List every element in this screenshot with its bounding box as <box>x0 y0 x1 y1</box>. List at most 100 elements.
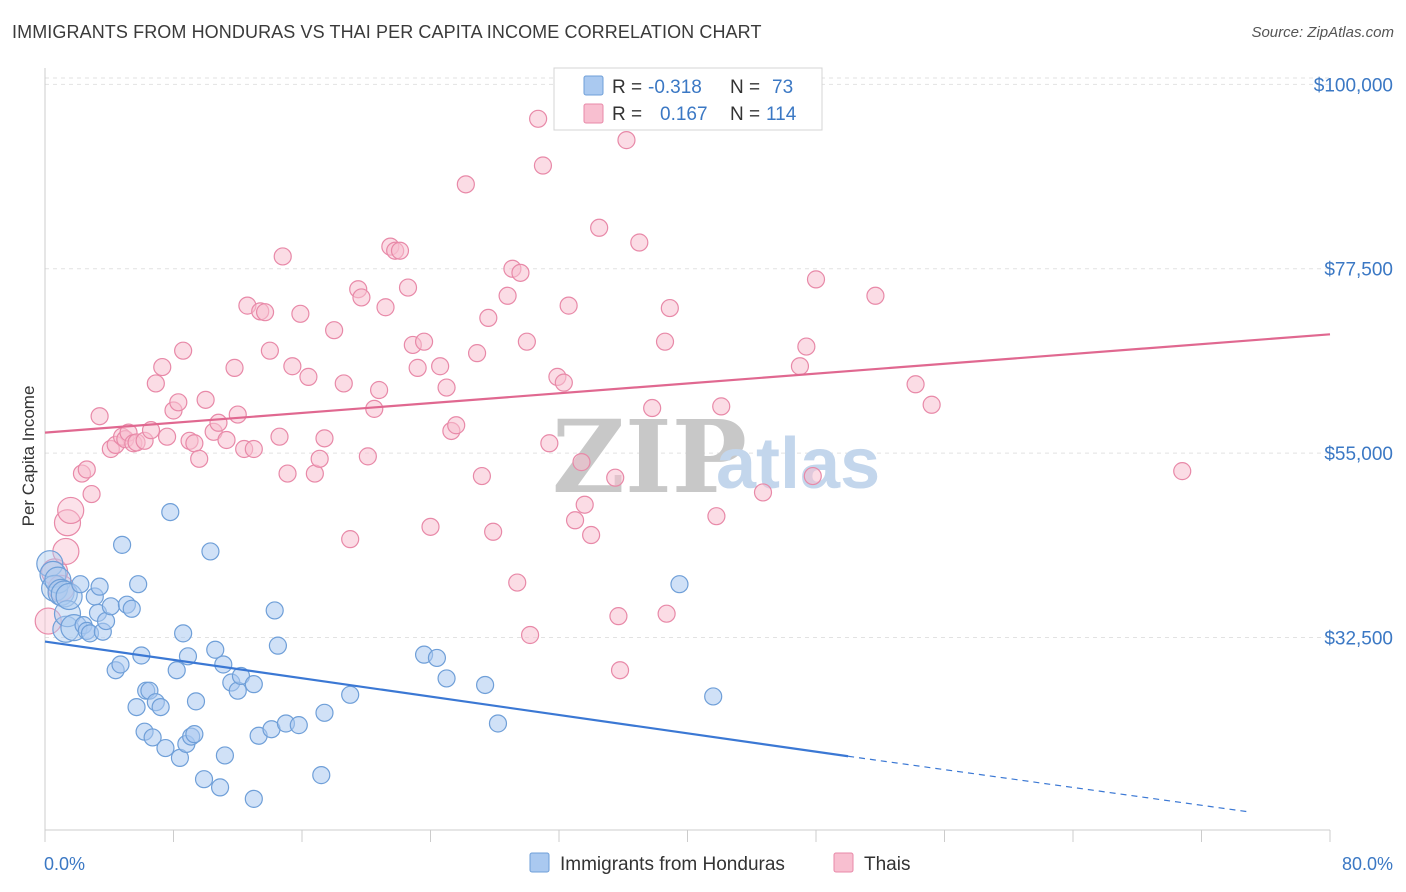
thais-point-93 <box>609 607 628 626</box>
thais-point-7 <box>77 460 96 479</box>
legend-r-value-thais: 0.167 <box>660 104 708 125</box>
thais-point-49 <box>325 321 344 340</box>
thais-point-26 <box>185 434 204 453</box>
series-legend: Immigrants from Honduras Thais <box>529 852 910 875</box>
thais-point-43 <box>283 357 302 376</box>
thais-point-50 <box>334 374 353 393</box>
thais-point-48 <box>315 429 334 448</box>
thais-point-65 <box>421 517 440 536</box>
legend-n-value-honduras: 73 <box>772 77 793 98</box>
thais-point-40 <box>270 427 289 446</box>
thais-point-108 <box>866 286 885 305</box>
x-tick-label-1: 80.0% <box>1342 854 1393 874</box>
legend-n-label-honduras: N = <box>730 77 760 98</box>
thais-point-102 <box>712 397 731 416</box>
thais-point-24 <box>174 341 193 360</box>
y-tick-label-3: $100,000 <box>1314 75 1393 96</box>
honduras-point-35 <box>161 502 180 522</box>
series-legend-swatch-honduras <box>529 852 550 873</box>
thais-point-92 <box>606 468 625 487</box>
thais-point-85 <box>554 373 573 392</box>
thais-point-74 <box>484 522 503 541</box>
thais-point-42 <box>278 464 297 483</box>
chart-title: IMMIGRANTS FROM HONDURAS VS THAI PER CAP… <box>12 22 762 42</box>
honduras-point-66 <box>437 669 456 688</box>
correlation-legend: R = -0.318 N = 73 R = 0.167 N = 114 <box>553 67 823 131</box>
honduras-point-22 <box>112 535 132 554</box>
thais-point-80 <box>520 625 540 645</box>
y-tick-label-0: $32,500 <box>1324 628 1393 649</box>
honduras-point-48 <box>214 655 233 674</box>
honduras-point-52 <box>231 666 251 686</box>
thais-point-20 <box>153 357 172 377</box>
honduras-point-42 <box>185 725 204 744</box>
thais-point-87 <box>565 511 585 530</box>
thais-point-31 <box>217 430 236 450</box>
y-axis-label: Per Capita Income <box>19 386 38 527</box>
thais-point-66 <box>431 357 450 376</box>
thais-point-75 <box>498 286 517 305</box>
thais-point-72 <box>472 466 491 486</box>
thais-point-23 <box>169 393 188 412</box>
honduras-point-47 <box>210 778 230 797</box>
honduras-point-69 <box>670 575 689 594</box>
thais-point-107 <box>806 270 826 289</box>
thais-point-61 <box>398 278 418 297</box>
thais-point-94 <box>610 661 630 680</box>
legend-r-label-thais: R = <box>612 104 642 125</box>
thais-point-28 <box>196 390 215 409</box>
thais-point-36 <box>244 439 263 459</box>
legend-r-label-honduras: R = <box>612 77 642 98</box>
thais-point-90 <box>582 525 601 545</box>
honduras-point-36 <box>167 661 186 680</box>
thais-point-110 <box>922 395 941 414</box>
y-tick-label-2: $77,500 <box>1324 260 1393 281</box>
honduras-point-68 <box>488 714 508 733</box>
thais-point-111 <box>1173 462 1192 481</box>
honduras-point-45 <box>201 542 220 561</box>
axes <box>44 68 1331 842</box>
thais-point-82 <box>533 156 553 175</box>
thais-point-69 <box>447 416 466 435</box>
series-legend-label-honduras: Immigrants from Honduras <box>560 854 785 875</box>
honduras-point-24 <box>122 599 141 618</box>
thais-point-19 <box>146 374 165 393</box>
thais-point-104 <box>790 357 810 376</box>
thais-point-56 <box>370 380 389 400</box>
honduras-point-10 <box>71 575 90 594</box>
honduras-point-19 <box>101 597 120 616</box>
legend-swatch-honduras <box>583 75 604 96</box>
thais-trend-line <box>44 333 1331 434</box>
thais-point-78 <box>511 263 530 282</box>
honduras-point-53 <box>244 675 263 694</box>
gridlines <box>45 77 1330 638</box>
watermark: ZIP atlas <box>552 398 880 516</box>
y-tick-label-1: $55,000 <box>1324 444 1393 465</box>
series-legend-label-thais: Thais <box>864 854 910 875</box>
thais-point-103 <box>753 483 773 502</box>
thais-point-67 <box>437 378 456 397</box>
honduras-point-58 <box>268 636 288 655</box>
honduras-point-43 <box>186 692 206 711</box>
honduras-point-57 <box>265 601 284 620</box>
honduras-point-65 <box>427 648 447 668</box>
thais-point-53 <box>352 288 371 307</box>
legend-swatch-thais <box>583 103 604 124</box>
thais-point-21 <box>157 427 177 446</box>
thais-point-81 <box>529 109 548 128</box>
thais-point-79 <box>517 332 536 351</box>
legend-n-label-thais: N = <box>730 104 760 125</box>
thais-point-38 <box>255 303 275 322</box>
thais-point-106 <box>803 466 822 486</box>
thais-point-71 <box>467 344 487 363</box>
honduras-point-21 <box>111 655 130 674</box>
honduras-point-63 <box>341 685 360 704</box>
honduras-trend-extension <box>848 755 1250 813</box>
thais-point-77 <box>508 573 527 592</box>
thais-point-100 <box>660 298 679 318</box>
honduras-point-70 <box>704 687 723 706</box>
honduras-point-16 <box>90 577 109 596</box>
honduras-point-34 <box>156 738 175 758</box>
thais-point-83 <box>540 434 559 453</box>
legend-n-value-thais: 114 <box>766 104 797 125</box>
